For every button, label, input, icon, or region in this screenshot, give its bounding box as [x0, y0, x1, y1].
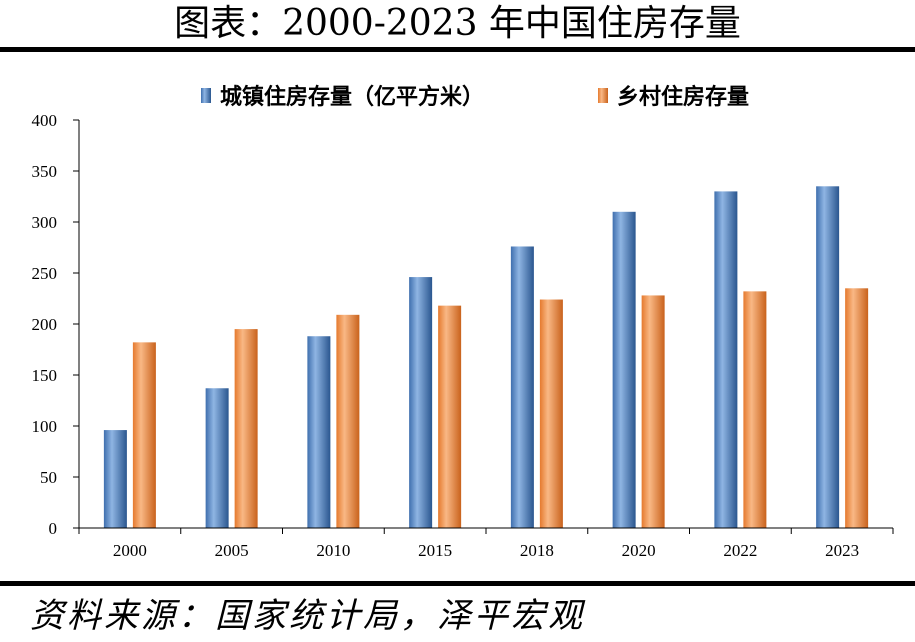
- bar-urban-2020: [612, 211, 636, 529]
- x-tick-label: 2023: [825, 541, 859, 560]
- legend-marker-rural: [598, 88, 608, 103]
- x-tick-label: 2000: [113, 541, 147, 560]
- bar-rural-2023: [845, 288, 869, 528]
- bar-rural-2020: [641, 295, 665, 528]
- footer-divider: [0, 581, 915, 586]
- bar-urban-2000: [103, 430, 127, 528]
- source-note: 资料来源：国家统计局，泽平宏观: [30, 596, 585, 636]
- legend: 城镇住房存量（亿平方米） 乡村住房存量: [201, 84, 749, 110]
- y-tick-label: 50: [40, 468, 57, 487]
- bar-rural-2022: [743, 291, 767, 528]
- bar-chart: 城镇住房存量（亿平方米） 乡村住房存量 0 50 100 150 200 250 300 35…: [32, 84, 894, 560]
- bar-urban-2010: [307, 336, 331, 528]
- y-tick-label: 250: [32, 264, 58, 283]
- x-tick-label: 2015: [418, 541, 452, 560]
- bar-rural-2005: [234, 329, 258, 528]
- legend-marker-urban: [201, 88, 211, 103]
- bar-rural-2018: [539, 299, 563, 528]
- x-tick-label: 2020: [622, 541, 656, 560]
- title-divider: [0, 47, 915, 52]
- chart-title: 图表：2000-2023 年中国住房存量: [174, 3, 741, 44]
- bar-urban-2023: [816, 186, 840, 529]
- bar-rural-2000: [132, 342, 156, 528]
- y-tick-label: 300: [32, 213, 58, 232]
- x-tick-label: 2005: [215, 541, 249, 560]
- y-tick-label: 150: [32, 366, 58, 385]
- bar-urban-2015: [409, 277, 433, 528]
- x-axis: 2000 2005 2010 2015 2018 2020 2022 2023: [78, 527, 894, 560]
- y-tick-label: 400: [32, 111, 58, 130]
- bar-rural-2015: [438, 305, 462, 528]
- bar-rural-2010: [336, 314, 360, 528]
- y-tick-label: 350: [32, 162, 58, 181]
- bar-urban-2018: [510, 246, 534, 529]
- y-tick-label: 200: [32, 315, 58, 334]
- legend-label-urban: 城镇住房存量（亿平方米）: [220, 84, 484, 110]
- legend-label-rural: 乡村住房存量: [617, 84, 749, 110]
- bar-urban-2005: [205, 388, 229, 528]
- y-tick-label: 0: [49, 519, 58, 538]
- x-tick-label: 2022: [723, 541, 757, 560]
- x-tick-label: 2010: [316, 541, 350, 560]
- bars: [103, 186, 869, 529]
- y-axis: 0 50 100 150 200 250 300 350 400: [32, 111, 80, 538]
- x-tick-label: 2018: [520, 541, 554, 560]
- y-tick-label: 100: [32, 417, 58, 436]
- bar-urban-2022: [714, 191, 738, 528]
